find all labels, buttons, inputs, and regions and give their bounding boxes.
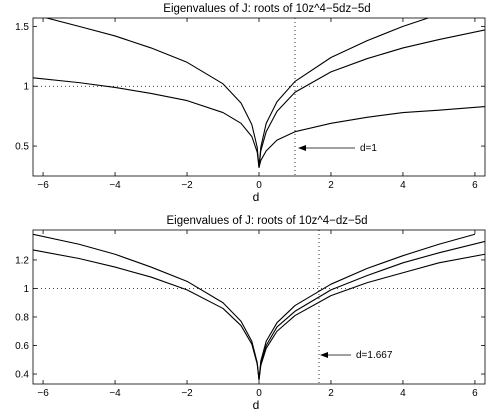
x-axis-label: d <box>253 398 260 412</box>
chart-panel-1: Eigenvalues of J: roots of 10z^4−5dz−5d −… <box>15 3 486 204</box>
series-line-2 <box>33 249 260 380</box>
series-line-1 <box>44 18 260 168</box>
annotation-label: d=1 <box>360 143 377 154</box>
x-tick-label: −4 <box>109 180 121 191</box>
x-tick-label: 2 <box>328 180 334 191</box>
y-tick-label: 0.4 <box>15 370 29 381</box>
x-tick-label: 2 <box>328 388 334 399</box>
series-line-3 <box>258 233 476 380</box>
annotation-arrow-head <box>320 352 328 358</box>
chart-title: Eigenvalues of J: roots of 10z^4−5dz−5d <box>163 3 370 15</box>
x-tick-label: 6 <box>472 180 478 191</box>
series-line-4 <box>258 240 485 380</box>
annotation-arrow-head <box>298 145 306 151</box>
axes-frame <box>32 229 486 385</box>
y-tick-label: 1 <box>23 82 29 93</box>
series-line-3 <box>258 18 429 168</box>
series-line-2 <box>33 77 260 168</box>
x-tick-label: −4 <box>109 388 121 399</box>
x-tick-label: −6 <box>37 388 49 399</box>
y-tick-label: 1 <box>23 284 29 295</box>
y-tick-label: 0.6 <box>15 341 29 352</box>
x-tick-label: 0 <box>256 180 262 191</box>
chart-title: Eigenvalues of J: roots of 10z^4−dz−5d <box>166 215 367 227</box>
annotation-label: d=1.667 <box>356 350 393 361</box>
x-tick-label: −2 <box>181 180 193 191</box>
series-line-4 <box>258 29 485 168</box>
x-tick-label: 4 <box>400 180 406 191</box>
series-line-1 <box>33 233 260 380</box>
y-tick-label: 0.5 <box>15 142 29 153</box>
series-line-5 <box>258 106 485 168</box>
x-tick-label: −2 <box>181 388 193 399</box>
y-tick-label: 1.5 <box>15 22 29 33</box>
chart-panel-2: Eigenvalues of J: roots of 10z^4−dz−5d −6… <box>15 215 486 412</box>
x-axis-label: d <box>253 190 260 204</box>
x-tick-label: −6 <box>37 180 49 191</box>
x-tick-label: 0 <box>256 388 262 399</box>
series-line-5 <box>258 253 485 380</box>
y-tick-label: 1.2 <box>15 255 29 266</box>
x-tick-label: 6 <box>472 388 478 399</box>
x-tick-label: 4 <box>400 388 406 399</box>
y-tick-label: 0.8 <box>15 312 29 323</box>
axes-frame <box>32 17 486 177</box>
